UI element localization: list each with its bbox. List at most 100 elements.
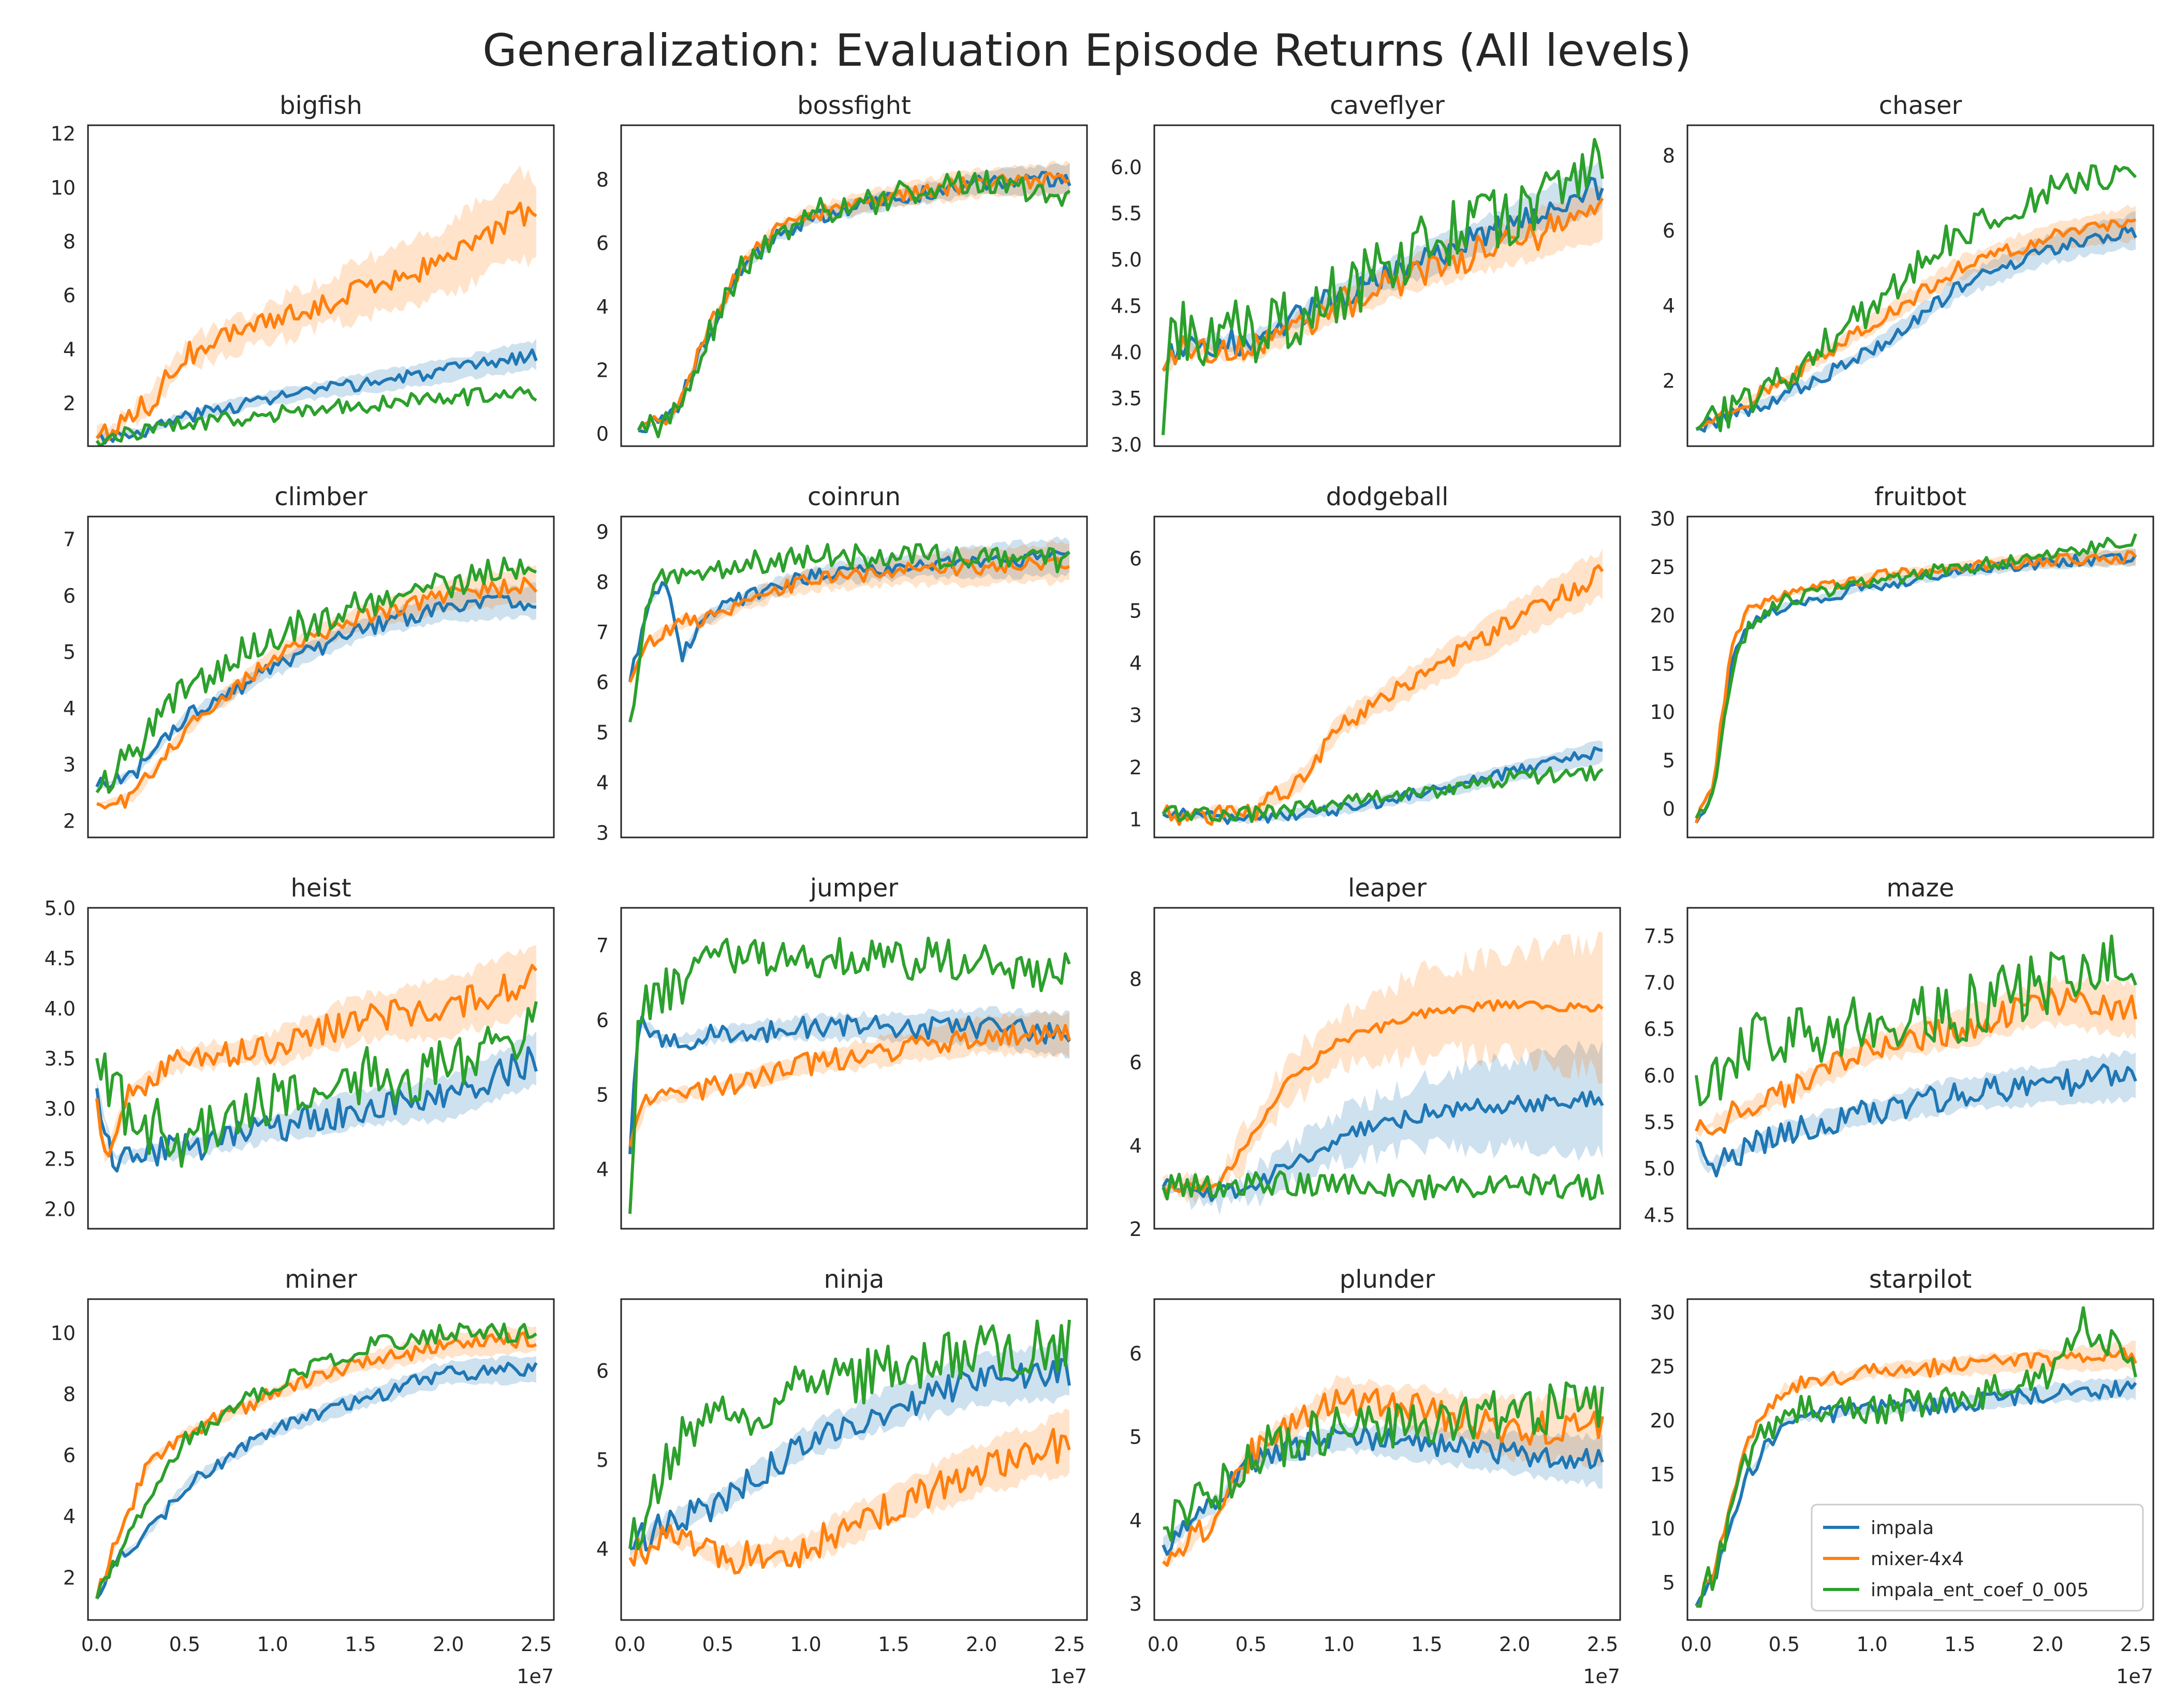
y-tick-label: 10 — [1650, 701, 1675, 724]
series-line-mixer-4x4 — [95, 201, 537, 441]
y-tick-label: 6 — [596, 232, 609, 255]
subplot-title: ninja — [824, 1265, 885, 1294]
subplot-title: jumper — [810, 874, 899, 903]
series-line-impala_ent_coef_0_005 — [1695, 533, 2137, 819]
series-line-impala_ent_coef_0_005 — [628, 1319, 1071, 1551]
subplot-chaser: chaser 2 4 6 8 — [1663, 91, 2154, 447]
axes-frame — [87, 1298, 555, 1621]
series-line-impala — [95, 593, 537, 790]
y-tick-label: 5 — [596, 722, 609, 744]
y-tick-label: 15 — [1650, 1463, 1675, 1486]
series-line-impala_ent_coef_0_005 — [1162, 765, 1604, 823]
series-line-mixer-4x4 — [1162, 999, 1604, 1194]
y-tick-label: 15 — [1650, 653, 1675, 675]
x-tick-label: 1.0 — [257, 1633, 288, 1656]
legend-label: impala — [1871, 1518, 1934, 1539]
y-tick-label: 20 — [1650, 1409, 1675, 1432]
series-line-impala_ent_coef_0_005 — [628, 543, 1071, 723]
y-tick-label: 4 — [63, 697, 76, 720]
subplot-title: bossfight — [797, 91, 911, 120]
y-tick-label: 5.0 — [1644, 1157, 1675, 1180]
y-tick-label: 20 — [1650, 604, 1675, 627]
band-impala — [1163, 161, 1603, 373]
subplot-coinrun: coinrun 3 4 5 6 7 8 9 — [596, 482, 1088, 844]
plot-area — [628, 1319, 1071, 1574]
y-tick-label: 4 — [1663, 295, 1675, 317]
x-tick-label: 2.0 — [966, 1633, 997, 1656]
plot-area — [95, 165, 538, 446]
series-line-mixer-4x4 — [628, 556, 1070, 683]
y-tick-label: 8 — [1129, 968, 1142, 991]
y-tick-label: 4.5 — [45, 947, 76, 970]
y-tick-label: 2 — [1129, 1218, 1142, 1241]
x-tick-label: 0.5 — [169, 1633, 200, 1656]
series-line-impala_ent_coef_0_005 — [1163, 1381, 1604, 1542]
y-tick-label: 10 — [51, 1322, 76, 1345]
series-line-mixer-4x4 — [95, 964, 538, 1158]
axes-frame — [620, 516, 1088, 838]
y-tick-label: 4 — [596, 1538, 609, 1560]
x-tick-label: 2.0 — [1499, 1633, 1530, 1656]
series-line-mixer-4x4 — [1695, 550, 2137, 823]
y-tick-label: 4 — [63, 338, 76, 361]
plot-area — [637, 160, 1071, 438]
y-tick-label: 7.5 — [1644, 925, 1675, 948]
subplot-dodgeball: dodgeball 1 2 3 4 5 6 — [1129, 482, 1621, 838]
series-line-impala_ent_coef_0_005 — [1696, 1306, 2137, 1608]
y-tick-label: 2.5 — [45, 1147, 76, 1170]
y-tick-label: 6.0 — [1111, 156, 1142, 179]
series-line-impala — [1162, 1090, 1604, 1202]
y-tick-label: 4.0 — [1111, 341, 1142, 364]
band-impala — [1696, 1375, 2136, 1607]
x-tick-label: 1.0 — [1323, 1633, 1354, 1656]
band-impala — [97, 1355, 536, 1600]
band-mixer-4x4 — [1163, 931, 1603, 1204]
y-tick-label: 4 — [596, 296, 609, 318]
plot-area — [95, 945, 538, 1173]
band-impala — [1696, 548, 2136, 824]
series-line-impala_ent_coef_0_005 — [1162, 1170, 1604, 1201]
y-tick-label: 6 — [1129, 548, 1142, 570]
y-tick-label: 6 — [596, 1360, 609, 1382]
subplot-title: chaser — [1879, 91, 1962, 120]
y-tick-label: 3 — [1129, 704, 1142, 727]
y-tick-label: 6 — [596, 671, 609, 694]
x-tick-label: 1.5 — [878, 1633, 909, 1656]
x-tick-label: 1.0 — [1856, 1633, 1887, 1656]
y-tick-label: 2 — [63, 392, 76, 415]
axes-frame — [1686, 907, 2154, 1230]
series-line-impala_ent_coef_0_005 — [637, 169, 1071, 438]
plot-area — [1695, 533, 2137, 824]
subplot-bigfish: bigfish 2 4 6 8 10 12 — [51, 91, 555, 447]
band-mixer-4x4 — [97, 1326, 536, 1599]
plot-area — [1162, 1375, 1604, 1567]
band-impala — [1163, 740, 1603, 825]
subplot-plunder: plunder 3 4 5 6 0.0 0.5 1.0 1.5 2.0 2.5 1e7 — [1129, 1265, 1621, 1688]
legend-label: mixer-4x4 — [1871, 1549, 1964, 1570]
series-line-mixer-4x4 — [1695, 988, 2137, 1136]
y-tick-label: 4 — [1129, 652, 1142, 674]
y-tick-label: 6 — [596, 1009, 609, 1032]
subplot-title: dodgeball — [1326, 482, 1449, 511]
band-mixer-4x4 — [1163, 1375, 1603, 1566]
y-tick-label: 8 — [596, 168, 609, 191]
x-tick-label: 1.5 — [1411, 1633, 1442, 1656]
series-line-impala — [95, 1361, 538, 1600]
y-tick-label: 0 — [1663, 798, 1675, 820]
x-tick-label: 0.0 — [1681, 1633, 1712, 1656]
y-tick-label: 6.0 — [1644, 1064, 1675, 1087]
y-tick-label: 6 — [63, 284, 76, 307]
series-line-impala_ent_coef_0_005 — [1162, 138, 1604, 435]
x-tick-label: 0.5 — [702, 1633, 733, 1656]
subplot-caveflyer: caveflyer 3.0 3.5 4.0 4.5 5.0 5.5 6.0 — [1111, 91, 1621, 456]
x-tick-label: 2.5 — [2120, 1633, 2151, 1656]
x-tick-label: 0.0 — [81, 1633, 112, 1656]
y-tick-label: 7 — [596, 934, 609, 957]
series-line-impala — [629, 1358, 1071, 1552]
y-tick-label: 30 — [1650, 1301, 1675, 1324]
y-tick-label: 10 — [51, 176, 76, 199]
subplot-starpilot: starpilot 5 10 15 20 25 30 0.0 0.5 1.0 1.5 2.0 2.5 1e… — [1650, 1265, 2154, 1688]
subplot-title: miner — [285, 1265, 357, 1294]
x-tick-label: 2.5 — [521, 1633, 552, 1656]
